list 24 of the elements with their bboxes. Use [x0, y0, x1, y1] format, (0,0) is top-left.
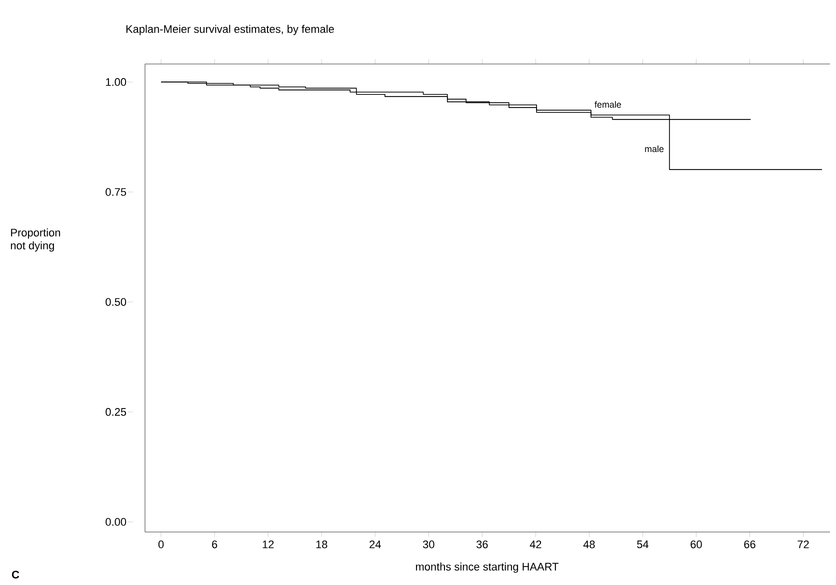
x-tick-label: 36: [476, 540, 488, 548]
y-axis-title: Proportion not dying: [10, 228, 60, 252]
x-tick-label: 12: [262, 540, 274, 548]
y-tick-label: 0.25: [106, 408, 126, 416]
series-label: male: [645, 146, 664, 152]
x-tick-label: 66: [744, 540, 756, 548]
y-tick-label: 0.00: [106, 518, 126, 526]
text: C: [12, 570, 20, 578]
y-tick-label: 0.75: [106, 188, 126, 196]
x-tick-label: 60: [690, 540, 702, 548]
x-tick-label: 18: [316, 540, 328, 548]
x-tick-label: 54: [637, 540, 648, 548]
chart-title: Kaplan-Meier survival estimates, by female: [126, 24, 334, 36]
x-tick-label: 0: [158, 540, 164, 548]
x-axis-title: months since starting HAART: [416, 562, 559, 573]
x-tick-label: 30: [422, 540, 434, 548]
x-tick-label: 6: [212, 540, 218, 548]
y-tick-label: 0.50: [106, 298, 126, 306]
x-tick-label: 72: [798, 540, 809, 548]
y-tick-label: 1.00: [106, 78, 126, 86]
x-tick-label: 24: [370, 540, 381, 548]
x-tick-label: 48: [583, 540, 595, 548]
series-label: female: [594, 101, 622, 108]
x-tick-label: 42: [530, 540, 542, 548]
